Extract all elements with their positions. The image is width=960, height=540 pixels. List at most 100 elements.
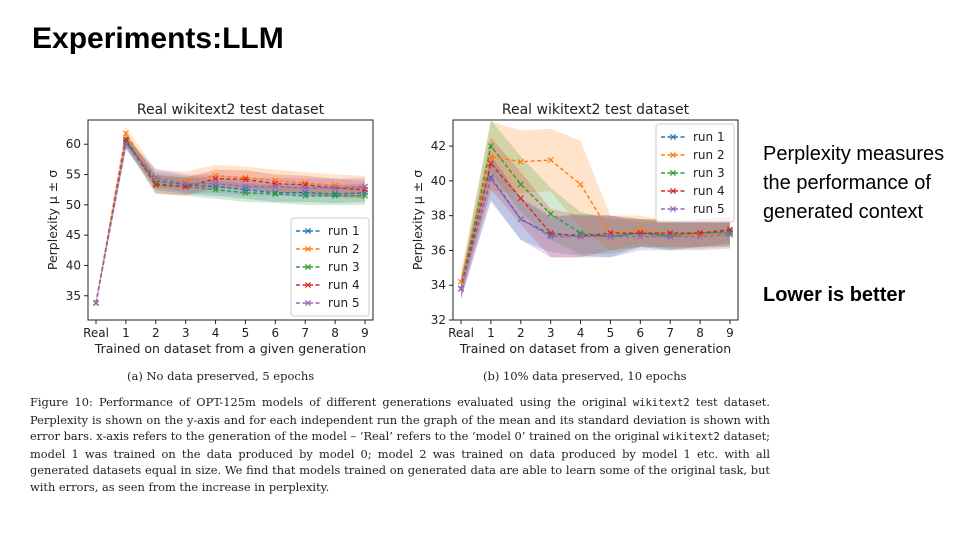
chart-1-ytick-50: 50 — [66, 198, 81, 212]
side-note-bold: Lower is better — [763, 284, 906, 306]
chart-2-point-3-4 — [547, 210, 554, 217]
chart-2-point-5-6 — [607, 233, 614, 240]
chart-2-line-5 — [460, 177, 731, 289]
chart-2-xtick-4: 3 — [547, 326, 555, 340]
chart-2-xtick-2: 1 — [487, 326, 495, 340]
chart-1-legend-label-4: run 4 — [328, 278, 360, 292]
side-note: Perplexity measures the performance of g… — [763, 143, 945, 223]
chart-2-ytick-32: 32 — [431, 313, 446, 327]
chart-2-point-1-2 — [487, 174, 494, 181]
chart-1-xtick-2: 1 — [122, 326, 130, 340]
caption-part-3: dataset; model 1 was trained on the data… — [30, 429, 770, 494]
chart-1-point-4-3 — [152, 181, 159, 188]
chart-1-point-3-5 — [212, 186, 219, 193]
chart-2-xtick-1: Real — [448, 326, 474, 340]
chart-1-point-4-6 — [242, 176, 249, 183]
chart-1-ytick-45: 45 — [66, 228, 81, 242]
chart-1-legend-marker-b-3 — [304, 263, 312, 271]
chart-2-ytick-40: 40 — [431, 174, 446, 188]
chart-2-line-3 — [460, 144, 730, 289]
chart-1-point-5-6 — [242, 183, 249, 190]
chart-1-point-4-2 — [122, 136, 129, 143]
chart-2-legend-label-5: run 5 — [693, 202, 725, 216]
chart-1-ylabel: Perplexity μ ± σ — [45, 170, 60, 270]
chart-2-legend-label-1: run 1 — [693, 130, 725, 144]
chart-2-ytick-36: 36 — [431, 243, 446, 257]
chart-2-point-4-2 — [487, 160, 494, 167]
perplexity-chart-no-data-preserved: Real wikitext2 test dataset354045505560R… — [45, 102, 374, 356]
chart-2-point-5-2 — [487, 176, 494, 183]
chart-2-xlabel: Trained on dataset from a given generati… — [459, 341, 731, 356]
chart-2-xtick-7: 6 — [637, 326, 645, 340]
chart-2-xtick-10: 9 — [726, 326, 734, 340]
chart-1-legend-marker-b-5 — [304, 299, 312, 307]
chart-2-point-5-4 — [547, 233, 554, 240]
chart-2-point-5-9 — [697, 233, 704, 240]
chart-2-band-1 — [461, 154, 730, 300]
chart-2-xtick-6: 5 — [607, 326, 615, 340]
chart-1-point-5-7 — [272, 183, 279, 190]
chart-2-legend-marker-b-1 — [669, 133, 677, 141]
chart-2-xtick-9: 8 — [696, 326, 704, 340]
chart-1-point-3-8 — [302, 192, 309, 199]
chart-2-point-3-3 — [517, 181, 524, 188]
chart-1-xtick-8: 7 — [301, 326, 309, 340]
chart-2-point-5-7 — [637, 233, 644, 240]
chart-1-point-5-3 — [152, 174, 159, 181]
chart-1-legend-label-3: run 3 — [328, 260, 360, 274]
chart-2-line-2 — [460, 155, 731, 282]
chart-1-xlabel: Trained on dataset from a given generati… — [94, 341, 366, 356]
chart-2-point-5-8 — [667, 233, 674, 240]
chart-2-band-5 — [461, 156, 730, 300]
chart-1-legend-label-2: run 2 — [328, 242, 360, 256]
chart-1-line-2 — [95, 131, 366, 304]
chart-1-band-3 — [96, 136, 365, 305]
caption-part-2: test dataset. Perplexity is shown on the… — [30, 395, 771, 443]
chart-2-point-5-3 — [517, 216, 524, 223]
chart-2-point-5-10 — [726, 231, 734, 238]
subcaption-a: (a) No data preserved, 5 epochs — [127, 369, 315, 383]
chart-1-point-2-2 — [122, 130, 129, 137]
chart-2-legend-marker-b-4 — [669, 187, 677, 195]
chart-1-legend-label-5: run 5 — [328, 296, 360, 310]
chart-1-legend — [290, 217, 370, 317]
chart-1-point-5-8 — [302, 184, 309, 191]
chart-2-legend-label-3: run 3 — [693, 166, 725, 180]
perplexity-chart-10pct-data-preserved: Real wikitext2 test dataset323436384042R… — [410, 102, 739, 356]
caption-code-1: wikitext2 — [632, 397, 690, 409]
chart-1-band-4 — [96, 133, 365, 305]
chart-1-title: Real wikitext2 test dataset — [137, 102, 325, 118]
chart-1-xtick-4: 3 — [182, 326, 190, 340]
chart-1-line-5 — [95, 142, 366, 304]
chart-1-ytick-40: 40 — [66, 258, 81, 272]
chart-1-band-2 — [96, 127, 365, 305]
chart-1-xtick-10: 9 — [361, 326, 369, 340]
chart-1-xtick-9: 8 — [331, 326, 339, 340]
caption-part-1: Figure 10: Performance of OPT-125m model… — [30, 395, 633, 409]
chart-1-ytick-60: 60 — [66, 137, 81, 151]
chart-1-point-3-9 — [332, 192, 339, 199]
chart-1-point-5-5 — [212, 180, 219, 187]
chart-1-line-4 — [95, 137, 366, 304]
chart-1-line-3 — [95, 140, 365, 304]
chart-1-ytick-55: 55 — [66, 168, 81, 182]
chart-1-xtick-3: 2 — [152, 326, 160, 340]
chart-2-legend-label-2: run 2 — [693, 148, 725, 162]
chart-2-line-4 — [460, 161, 731, 289]
chart-2-legend-label-4: run 4 — [693, 184, 725, 198]
chart-2-xtick-8: 7 — [666, 326, 674, 340]
chart-2-point-2-4 — [547, 156, 554, 164]
chart-1-point-4-5 — [212, 175, 219, 182]
caption-code-2: wikitext2 — [662, 431, 720, 443]
chart-2-band-3 — [461, 120, 730, 300]
chart-2-band-2 — [461, 121, 730, 293]
chart-2-legend-marker-b-5 — [669, 205, 677, 213]
chart-1-point-5-4 — [182, 180, 189, 187]
chart-2-point-3-2 — [487, 143, 494, 150]
chart-1-plot-frame — [87, 119, 374, 321]
chart-2-title: Real wikitext2 test dataset — [502, 102, 690, 118]
chart-2-ytick-38: 38 — [431, 209, 446, 223]
chart-2-xtick-5: 4 — [577, 326, 585, 340]
chart-1-point-5-9 — [332, 184, 339, 191]
chart-2-point-5-5 — [577, 233, 584, 240]
